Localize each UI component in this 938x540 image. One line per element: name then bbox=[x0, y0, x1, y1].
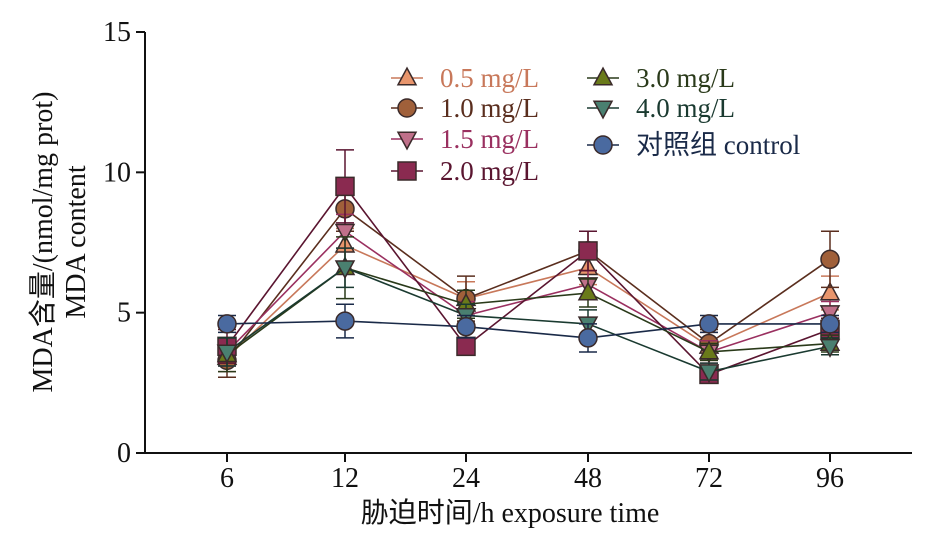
series-layer bbox=[216, 149, 841, 385]
series-6-line bbox=[226, 320, 830, 339]
series-4-point-3 bbox=[577, 281, 599, 301]
series-6 bbox=[217, 303, 840, 353]
legend-marker-0 bbox=[396, 66, 418, 86]
legend-item-1: 1.0 mg/L bbox=[391, 93, 539, 123]
legend-item-2: 1.5 mg/L bbox=[391, 124, 539, 154]
legend-item-5: 4.0 mg/L bbox=[587, 93, 735, 123]
series-5-point-5 bbox=[819, 338, 841, 358]
x-tick-label-4: 72 bbox=[695, 463, 723, 494]
y-axis-title-line1: MDA含量/(nmol/mg prot) bbox=[27, 92, 59, 393]
y-tick-label-2: 10 bbox=[103, 157, 131, 188]
x-tick-label-1: 12 bbox=[331, 463, 359, 494]
series-1-line bbox=[226, 207, 831, 361]
legend-marker-2 bbox=[396, 131, 418, 151]
series-3-point-1 bbox=[335, 176, 355, 197]
x-tick-label-3: 48 bbox=[574, 463, 602, 494]
series-6-point-5 bbox=[820, 314, 840, 334]
legend-label-0: 0.5 mg/L bbox=[440, 63, 539, 93]
legend-marker-5 bbox=[592, 100, 614, 120]
legend-label-6: 对照组 control bbox=[636, 130, 800, 160]
x-axis-title: 胁迫时间/h exposure time bbox=[361, 497, 660, 529]
series-3-line bbox=[226, 185, 831, 376]
series-6-point-0 bbox=[217, 314, 237, 334]
series-1 bbox=[217, 185, 840, 378]
series-0-point-5 bbox=[819, 281, 841, 301]
series-5-point-1 bbox=[334, 260, 356, 280]
series-2-point-1 bbox=[334, 223, 356, 243]
series-4-point-4 bbox=[698, 340, 720, 360]
series-0-line bbox=[226, 244, 831, 359]
legend-marker-6 bbox=[593, 135, 613, 155]
y-axis-title-line2: MDA content bbox=[61, 165, 92, 318]
legend-marker-1 bbox=[397, 98, 417, 118]
x-tick-label-0: 6 bbox=[220, 463, 234, 494]
series-3-point-3 bbox=[578, 241, 598, 261]
series-5-point-0 bbox=[216, 344, 238, 364]
series-6-point-3 bbox=[578, 328, 598, 348]
legend-item-3: 2.0 mg/L bbox=[391, 156, 539, 186]
series-2 bbox=[216, 213, 841, 367]
series-6-point-1 bbox=[335, 311, 355, 331]
y-tick-label-1: 5 bbox=[117, 298, 131, 329]
legend-label-2: 1.5 mg/L bbox=[440, 124, 539, 154]
legend-label-3: 2.0 mg/L bbox=[440, 156, 539, 186]
series-3-point-2 bbox=[456, 336, 476, 357]
series-1-point-5 bbox=[820, 249, 840, 270]
x-tick-label-5: 96 bbox=[816, 463, 844, 494]
legend-label-1: 1.0 mg/L bbox=[440, 93, 539, 123]
legend-item-0: 0.5 mg/L bbox=[391, 63, 539, 93]
y-tick-label-0: 0 bbox=[117, 438, 131, 469]
legend-item-4: 3.0 mg/L bbox=[587, 63, 735, 93]
legend-label-4: 3.0 mg/L bbox=[636, 63, 735, 93]
x-tick-label-2: 24 bbox=[452, 463, 480, 494]
series-6-point-2 bbox=[456, 316, 476, 337]
legend-marker-4 bbox=[592, 66, 614, 86]
y-tick-label-3: 15 bbox=[103, 17, 131, 48]
series-2-line bbox=[226, 230, 831, 353]
series-4 bbox=[216, 236, 841, 373]
legend-item-6: 对照组 control bbox=[587, 130, 800, 160]
series-5-point-4 bbox=[698, 364, 720, 384]
legend-marker-3 bbox=[397, 161, 417, 181]
legend: 0.5 mg/L1.0 mg/L1.5 mg/L2.0 mg/L 3.0 mg/L… bbox=[391, 63, 800, 186]
series-5-line bbox=[226, 266, 831, 373]
series-6-point-4 bbox=[699, 314, 719, 334]
axes: 0 5 10 15 6 12 24 48 72 96 bbox=[103, 17, 912, 494]
legend-label-5: 4.0 mg/L bbox=[636, 93, 735, 123]
